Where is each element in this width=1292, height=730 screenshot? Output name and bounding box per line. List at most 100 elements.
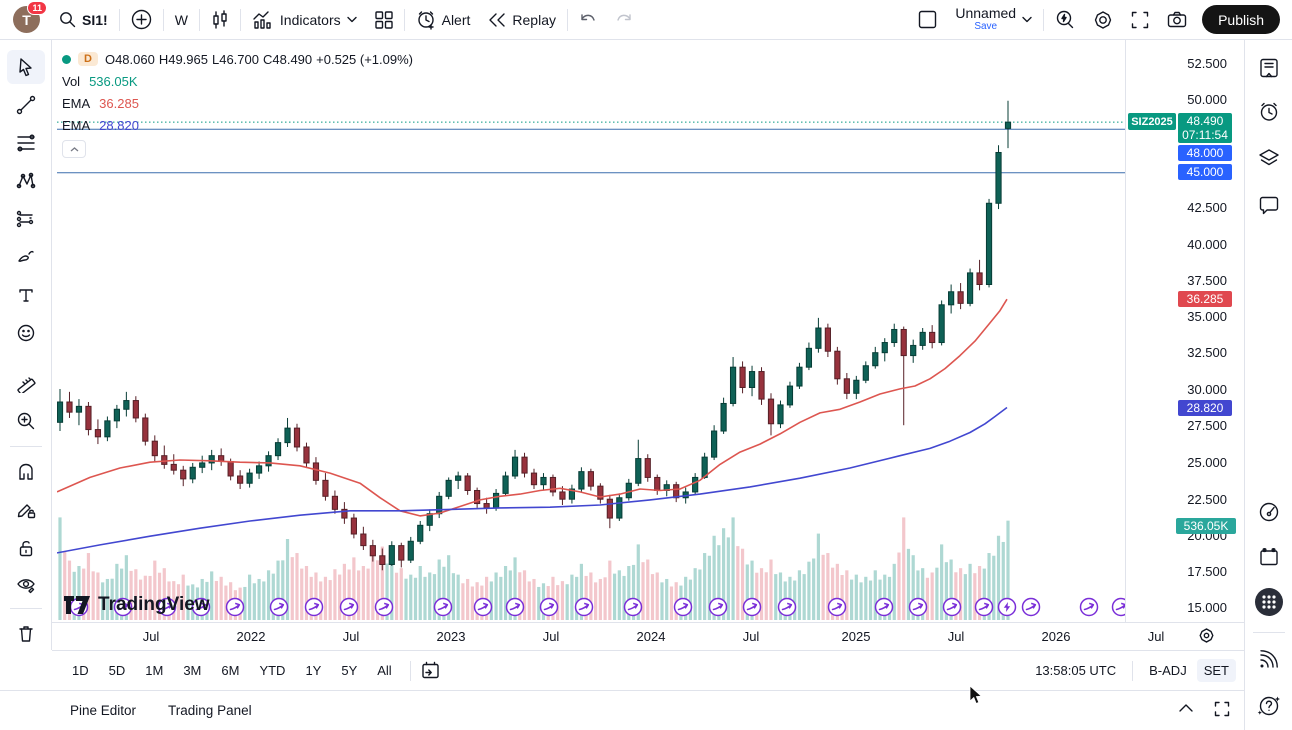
fullscreen-button[interactable] <box>1122 4 1158 36</box>
contract-rollover-marker[interactable] <box>777 597 797 617</box>
range-button-ytd[interactable]: YTD <box>259 663 286 678</box>
drawing-mode-button[interactable] <box>7 493 45 527</box>
pattern-tool-button[interactable] <box>7 164 45 198</box>
layout-select-button[interactable] <box>909 4 946 36</box>
contract-rollover-marker[interactable] <box>1111 597 1126 617</box>
compare-add-button[interactable] <box>122 4 161 36</box>
contract-rollover-marker[interactable] <box>113 597 133 617</box>
zoom-in-tool-button[interactable] <box>7 404 45 438</box>
range-button-6m[interactable]: 6M <box>221 663 240 678</box>
magnet-mode-button[interactable] <box>7 455 45 489</box>
watchlist-button[interactable] <box>1253 52 1285 84</box>
replay-button[interactable]: Replay <box>479 4 565 36</box>
contract-rollover-marker[interactable] <box>433 597 453 617</box>
projection-tool-button[interactable] <box>7 202 45 236</box>
more-apps-button[interactable] <box>1253 586 1285 618</box>
help-button[interactable] <box>1253 690 1285 722</box>
object-tree-button[interactable] <box>1253 142 1285 174</box>
contract-rollover-marker[interactable] <box>269 597 289 617</box>
contract-rollover-marker[interactable] <box>1079 597 1099 617</box>
lock-drawings-button[interactable] <box>7 531 45 565</box>
contract-rollover-marker[interactable] <box>69 597 89 617</box>
contract-rollover-marker[interactable] <box>157 597 177 617</box>
contract-rollover-marker[interactable] <box>473 597 493 617</box>
interval-change-badge[interactable]: D <box>78 52 98 66</box>
contract-rollover-marker[interactable] <box>304 597 324 617</box>
contract-rollover-marker[interactable] <box>673 597 693 617</box>
contract-rollover-marker[interactable] <box>708 597 728 617</box>
symbol-search-button[interactable]: SI1! <box>50 4 117 36</box>
text-tool-button[interactable] <box>7 278 45 312</box>
go-to-date-button[interactable] <box>421 661 440 680</box>
undo-button[interactable] <box>570 4 606 36</box>
range-button-1y[interactable]: 1Y <box>305 663 322 678</box>
range-button-1d[interactable]: 1D <box>72 663 89 678</box>
legend-ema2-row[interactable]: EMA 28.820 <box>62 114 417 136</box>
settings-button[interactable] <box>1084 4 1122 36</box>
price-line-badge-48[interactable]: 48.000 <box>1178 145 1232 161</box>
grid-layout-button[interactable] <box>366 4 402 36</box>
contract-rollover-marker[interactable] <box>942 597 962 617</box>
calendar-button[interactable] <box>1253 541 1285 573</box>
contract-rollover-marker[interactable] <box>623 597 643 617</box>
range-button-all[interactable]: All <box>377 663 392 678</box>
contract-rollover-marker[interactable] <box>505 597 525 617</box>
chat-button[interactable] <box>1253 190 1285 222</box>
range-button-3m[interactable]: 3M <box>183 663 202 678</box>
adjustment-toggle[interactable]: B-ADJ <box>1149 663 1187 678</box>
trading-panel-tab[interactable]: Trading Panel <box>168 703 252 718</box>
contract-rollover-marker[interactable] <box>974 597 994 617</box>
contract-rollover-marker[interactable] <box>827 597 847 617</box>
contract-switch-now-marker[interactable] <box>997 597 1017 617</box>
price-line-badge-45[interactable]: 45.000 <box>1178 164 1232 180</box>
contract-rollover-marker[interactable] <box>339 597 359 617</box>
redo-button[interactable] <box>606 4 642 36</box>
interval-button[interactable]: W <box>166 4 197 36</box>
legend-collapse-button[interactable] <box>62 140 86 158</box>
range-button-1m[interactable]: 1M <box>145 663 164 678</box>
cursor-tool-button[interactable] <box>7 50 45 84</box>
alerts-panel-button[interactable] <box>1253 96 1285 128</box>
brush-tool-button[interactable] <box>7 240 45 274</box>
emoji-tool-button[interactable] <box>7 316 45 350</box>
save-label[interactable]: Save <box>974 20 998 32</box>
hide-drawings-button[interactable] <box>7 568 45 602</box>
contract-rollover-marker[interactable] <box>374 597 394 617</box>
contract-rollover-marker[interactable] <box>874 597 894 617</box>
range-button-5y[interactable]: 5Y <box>341 663 358 678</box>
chart-canvas[interactable] <box>57 40 1125 624</box>
data-feed-status-button[interactable] <box>1253 644 1285 676</box>
contract-rollover-marker[interactable] <box>225 597 245 617</box>
screener-gauge-button[interactable] <box>1253 496 1285 528</box>
legend-volume-row[interactable]: Vol 536.05K <box>62 70 417 92</box>
axis-settings-button[interactable] <box>1198 627 1215 644</box>
contract-rollover-marker[interactable] <box>539 597 559 617</box>
contract-rollover-marker[interactable] <box>1021 597 1041 617</box>
indicators-button[interactable]: Indicators <box>243 4 366 36</box>
range-button-5d[interactable]: 5D <box>108 663 126 678</box>
publish-button[interactable]: Publish <box>1202 5 1280 34</box>
chart-style-button[interactable] <box>202 4 238 36</box>
legend-ohlc-row[interactable]: D O48.060 H49.965 L46.700 C48.490 +0.525 (+1… <box>62 48 417 70</box>
pine-editor-tab[interactable]: Pine Editor <box>70 703 137 718</box>
quick-search-button[interactable] <box>1046 4 1084 36</box>
fib-retracement-tool-button[interactable] <box>7 126 45 160</box>
panel-maximize-button[interactable] <box>1214 701 1230 717</box>
clock[interactable]: 13:58:05 UTC <box>1035 663 1117 678</box>
time-axis[interactable]: Jul 2022 Jul 2023 Jul 2024 Jul 2025 Jul 2026 Jul <box>52 622 1244 650</box>
contract-rollover-marker[interactable] <box>908 597 928 617</box>
layout-name-button[interactable]: Unnamed Save <box>946 4 1041 36</box>
contract-rollover-marker[interactable] <box>191 597 211 617</box>
trend-line-tool-button[interactable] <box>7 88 45 122</box>
settlement-toggle[interactable]: SET <box>1196 659 1236 682</box>
legend-ema1-row[interactable]: EMA 36.285 <box>62 92 417 114</box>
contract-rollover-marker[interactable] <box>574 597 594 617</box>
measure-tool-button[interactable] <box>7 366 45 400</box>
contract-rollover-marker[interactable] <box>742 597 762 617</box>
panel-collapse-button[interactable] <box>1178 703 1194 713</box>
remove-drawings-button[interactable] <box>7 616 45 650</box>
snapshot-button[interactable] <box>1158 4 1196 36</box>
price-axis[interactable]: 52.500 50.000 42.500 40.000 37.500 35.000 32.5… <box>1125 40 1244 622</box>
alert-button[interactable]: Alert <box>407 4 480 36</box>
user-avatar[interactable]: T 11 <box>13 1 47 33</box>
